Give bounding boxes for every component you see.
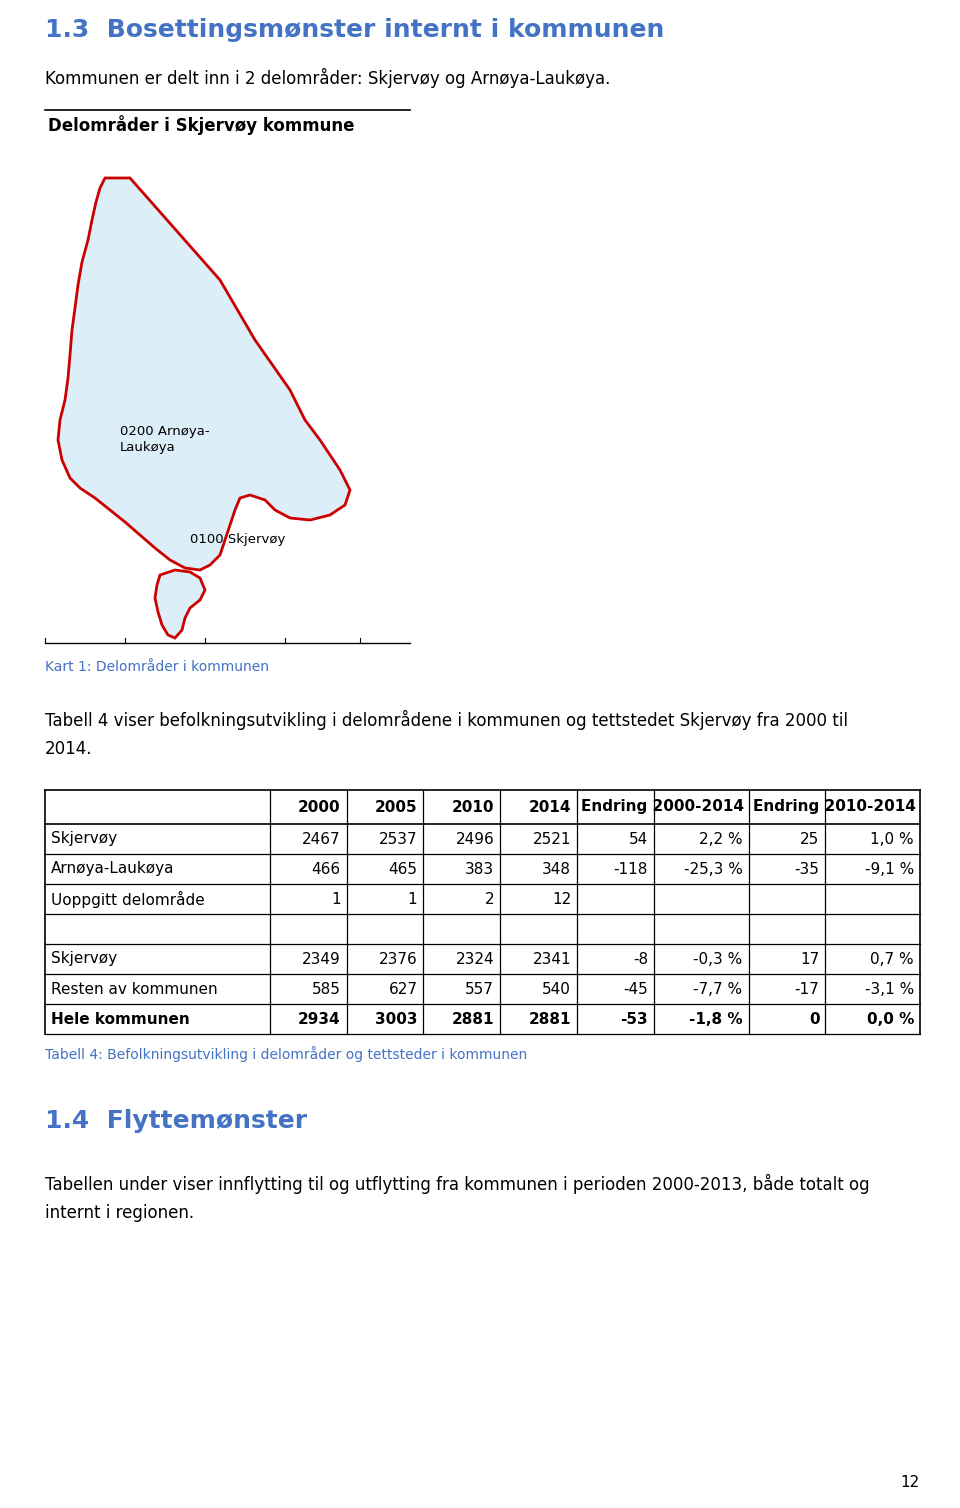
Text: 2376: 2376 bbox=[378, 952, 418, 967]
Text: -25,3 %: -25,3 % bbox=[684, 861, 742, 876]
Text: 2537: 2537 bbox=[379, 831, 418, 846]
Text: -3,1 %: -3,1 % bbox=[865, 982, 914, 997]
Text: internt i regionen.: internt i regionen. bbox=[45, 1203, 194, 1221]
Text: 2014.: 2014. bbox=[45, 740, 92, 759]
Text: Arnøya-Laukøya: Arnøya-Laukøya bbox=[51, 861, 175, 876]
Text: Hele kommunen: Hele kommunen bbox=[51, 1012, 190, 1027]
Text: -45: -45 bbox=[623, 982, 648, 997]
Text: 54: 54 bbox=[629, 831, 648, 846]
Text: 0,0 %: 0,0 % bbox=[867, 1012, 914, 1027]
Text: 12: 12 bbox=[552, 891, 571, 906]
Text: -118: -118 bbox=[613, 861, 648, 876]
Text: Tabellen under viser innflytting til og utflytting fra kommunen i perioden 2000-: Tabellen under viser innflytting til og … bbox=[45, 1175, 870, 1194]
Text: 2467: 2467 bbox=[301, 831, 341, 846]
Text: Uoppgitt delområde: Uoppgitt delområde bbox=[51, 891, 204, 908]
Text: 2324: 2324 bbox=[456, 952, 494, 967]
Text: Skjervøy: Skjervøy bbox=[51, 831, 117, 846]
Text: 2010: 2010 bbox=[452, 799, 494, 814]
Text: Resten av kommunen: Resten av kommunen bbox=[51, 982, 218, 997]
Text: 2341: 2341 bbox=[533, 952, 571, 967]
Text: 540: 540 bbox=[542, 982, 571, 997]
Text: 0100 Skjervøy: 0100 Skjervøy bbox=[190, 534, 285, 546]
Text: 25: 25 bbox=[800, 831, 820, 846]
Text: 2: 2 bbox=[485, 891, 494, 906]
Text: Endring 2010-2014: Endring 2010-2014 bbox=[753, 799, 916, 814]
Text: 1.4  Flyttemønster: 1.4 Flyttemønster bbox=[45, 1108, 307, 1133]
Text: -7,7 %: -7,7 % bbox=[693, 982, 742, 997]
Text: -8: -8 bbox=[633, 952, 648, 967]
Text: -1,8 %: -1,8 % bbox=[689, 1012, 742, 1027]
Polygon shape bbox=[155, 570, 205, 638]
Text: 348: 348 bbox=[542, 861, 571, 876]
Text: -9,1 %: -9,1 % bbox=[865, 861, 914, 876]
Text: 2934: 2934 bbox=[298, 1012, 341, 1027]
Text: Delområder i Skjervøy kommune: Delområder i Skjervøy kommune bbox=[48, 115, 354, 136]
Text: 2005: 2005 bbox=[374, 799, 418, 814]
Text: Kart 1: Delområder i kommunen: Kart 1: Delområder i kommunen bbox=[45, 661, 269, 674]
Text: -35: -35 bbox=[795, 861, 820, 876]
Text: Tabell 4: Befolkningsutvikling i delområder og tettsteder i kommunen: Tabell 4: Befolkningsutvikling i delområ… bbox=[45, 1047, 527, 1062]
Text: 0: 0 bbox=[808, 1012, 820, 1027]
Text: 1: 1 bbox=[408, 891, 418, 906]
Text: 2349: 2349 bbox=[301, 952, 341, 967]
Text: 17: 17 bbox=[800, 952, 820, 967]
Text: -53: -53 bbox=[620, 1012, 648, 1027]
Text: 0,7 %: 0,7 % bbox=[871, 952, 914, 967]
Text: 2881: 2881 bbox=[452, 1012, 494, 1027]
Text: 2000: 2000 bbox=[298, 799, 341, 814]
Text: Kommunen er delt inn i 2 delområder: Skjervøy og Arnøya-Laukøya.: Kommunen er delt inn i 2 delområder: Skj… bbox=[45, 68, 611, 87]
Text: 2,2 %: 2,2 % bbox=[699, 831, 742, 846]
Text: 557: 557 bbox=[466, 982, 494, 997]
Text: 466: 466 bbox=[311, 861, 341, 876]
Text: 627: 627 bbox=[389, 982, 418, 997]
Text: 383: 383 bbox=[465, 861, 494, 876]
Text: 0200 Arnøya-
Laukøya: 0200 Arnøya- Laukøya bbox=[120, 425, 209, 454]
Text: 465: 465 bbox=[389, 861, 418, 876]
Text: 1,0 %: 1,0 % bbox=[871, 831, 914, 846]
Text: 2496: 2496 bbox=[455, 831, 494, 846]
Text: 3003: 3003 bbox=[374, 1012, 418, 1027]
Text: 2881: 2881 bbox=[529, 1012, 571, 1027]
Text: Endring 2000-2014: Endring 2000-2014 bbox=[582, 799, 744, 814]
Text: 585: 585 bbox=[312, 982, 341, 997]
Text: 12: 12 bbox=[900, 1475, 920, 1490]
Text: 2014: 2014 bbox=[529, 799, 571, 814]
Text: Tabell 4 viser befolkningsutvikling i delområdene i kommunen og tettstedet Skjer: Tabell 4 viser befolkningsutvikling i de… bbox=[45, 710, 848, 730]
Text: Skjervøy: Skjervøy bbox=[51, 952, 117, 967]
Polygon shape bbox=[58, 178, 350, 570]
Text: 1: 1 bbox=[331, 891, 341, 906]
Text: -17: -17 bbox=[795, 982, 820, 997]
Text: -0,3 %: -0,3 % bbox=[693, 952, 742, 967]
Text: 1.3  Bosettingsmønster internt i kommunen: 1.3 Bosettingsmønster internt i kommunen bbox=[45, 18, 664, 42]
Text: 2521: 2521 bbox=[533, 831, 571, 846]
